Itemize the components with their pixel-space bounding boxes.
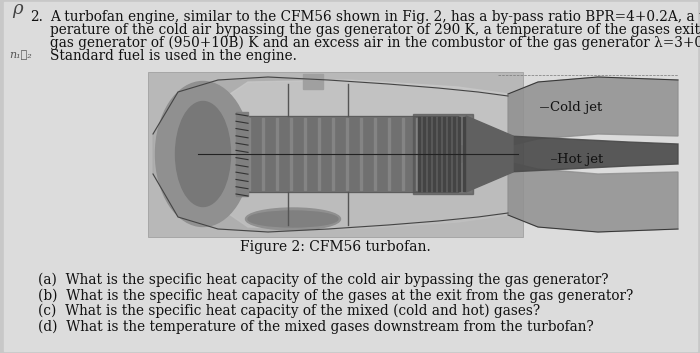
Text: (a)  What is the specific heat capacity of the cold air bypassing the gas genera: (a) What is the specific heat capacity o… [38,273,608,287]
Bar [438,117,440,191]
Bar [458,117,460,191]
Bar [318,118,320,190]
Bar [416,118,418,190]
Bar [418,117,420,191]
Bar [388,118,390,190]
Text: Cold jet: Cold jet [550,101,602,114]
Bar [304,118,306,190]
Bar [453,117,455,191]
Bar [360,118,362,190]
Bar [236,112,248,196]
Bar [423,117,425,191]
Text: 2.: 2. [30,10,43,24]
Ellipse shape [248,211,338,227]
Text: Figure 2: CFM56 turbofan.: Figure 2: CFM56 turbofan. [240,240,431,254]
Text: gas generator of (950+10B) K and an excess air in the combustor of the gas gener: gas generator of (950+10B) K and an exce… [50,36,700,50]
Bar [248,118,250,190]
Bar [448,117,450,191]
Bar [148,72,523,237]
Text: ρ: ρ [12,0,22,18]
Polygon shape [178,80,508,149]
Text: perature of the cold air bypassing the gas generator of 290 K, a temperature of : perature of the cold air bypassing the g… [50,23,700,37]
Text: Hot jet: Hot jet [557,152,603,166]
Bar [463,117,465,191]
Text: Standard fuel is used in the engine.: Standard fuel is used in the engine. [50,49,297,63]
Text: A turbofan engine, similar to the CFM56 shown in Fig. 2, has a by-pass ratio BPR: A turbofan engine, similar to the CFM56 … [50,10,700,24]
Text: n₁ℓ₂: n₁ℓ₂ [9,50,32,60]
Polygon shape [466,116,513,192]
Polygon shape [508,136,678,172]
Bar [433,117,435,191]
Bar [428,117,430,191]
Bar [238,116,458,192]
Bar [290,118,292,190]
Bar [346,118,348,190]
Bar [332,118,334,190]
Ellipse shape [155,82,251,227]
Ellipse shape [176,102,230,207]
Text: (c)  What is the specific heat capacity of the mixed (cold and hot) gases?: (c) What is the specific heat capacity o… [38,304,540,318]
Text: (b)  What is the specific heat capacity of the gases at the exit from the gas ge: (b) What is the specific heat capacity o… [38,288,633,303]
Ellipse shape [246,208,340,230]
Bar [443,117,445,191]
Text: (d)  What is the temperature of the mixed gases downstream from the turbofan?: (d) What is the temperature of the mixed… [38,319,594,334]
Bar [262,118,264,190]
Bar [303,74,323,89]
Polygon shape [153,77,508,232]
Bar [374,118,376,190]
Bar [413,114,473,194]
Polygon shape [508,162,678,232]
Polygon shape [178,159,508,229]
Bar [402,118,404,190]
Bar [238,116,458,192]
Bar [276,118,278,190]
Polygon shape [508,77,678,146]
